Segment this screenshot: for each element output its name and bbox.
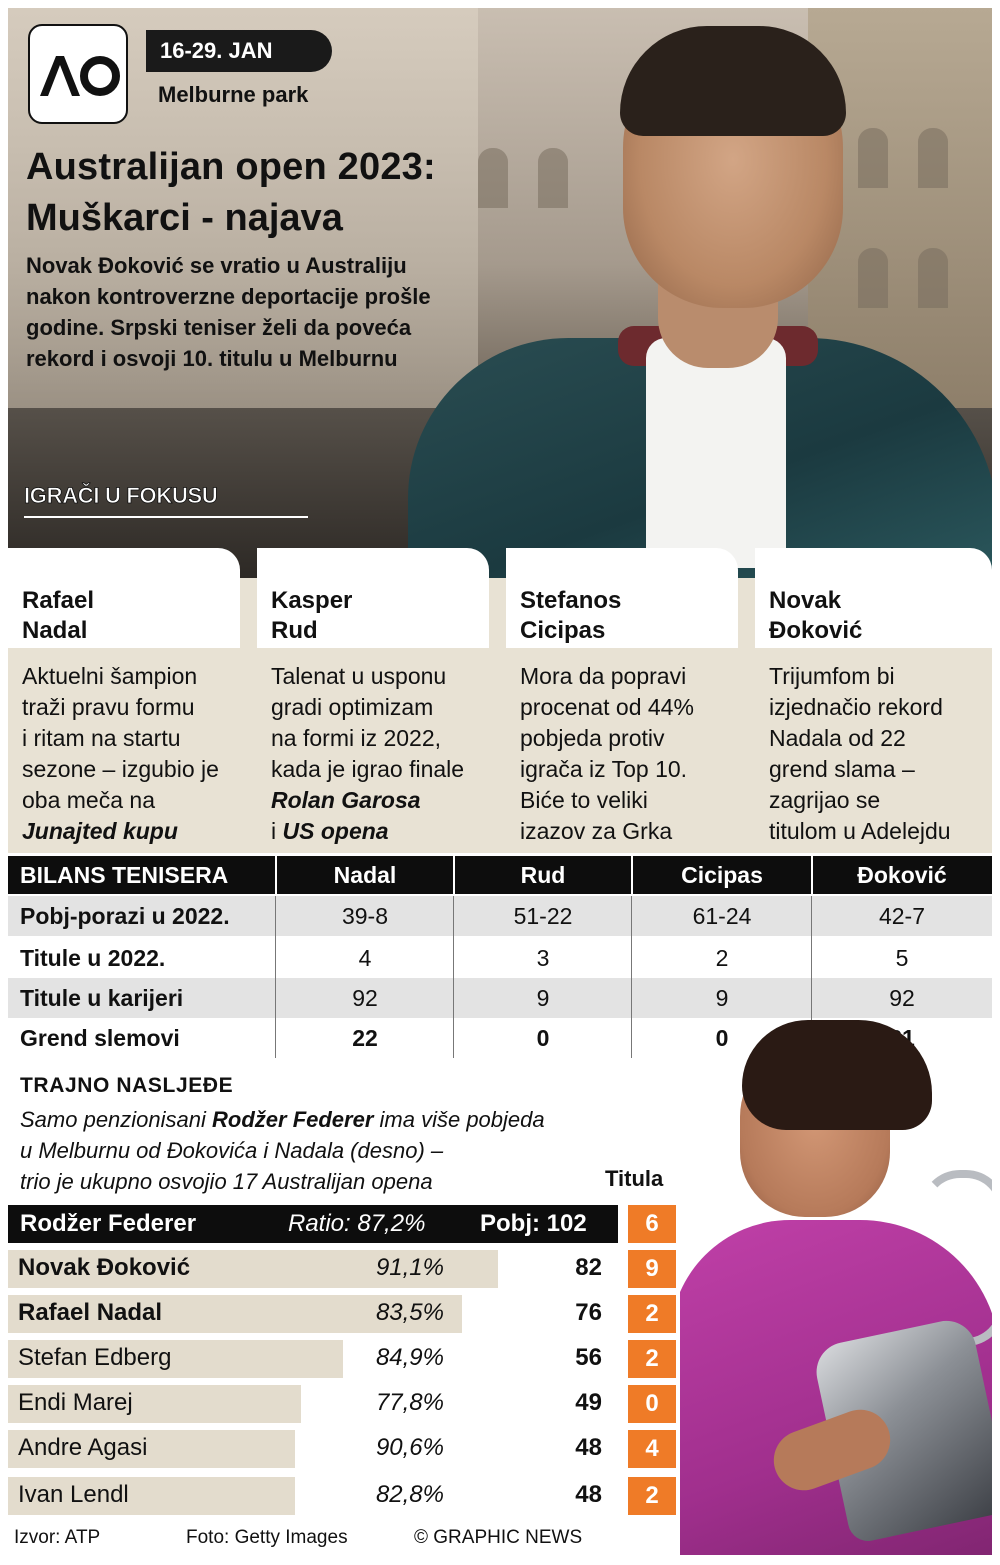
section-heading-legacy: TRAJNO NASLJEĐE: [20, 1074, 234, 1097]
win-bar: [8, 1430, 295, 1468]
page-subtitle: Muškarci - najava: [26, 197, 343, 239]
stats-cell: 0: [715, 1025, 729, 1051]
win-ratio: 82,8%: [375, 1481, 444, 1508]
source-note: Izvor: ATP: [14, 1527, 101, 1548]
titles-badge: 9: [628, 1250, 676, 1288]
player-description: Aktuelni šampion traži pravu formu i rit…: [22, 663, 219, 844]
legacy-description: Samo penzionisani Rodžer Federer ima viš…: [20, 1107, 545, 1194]
stats-cell: 5: [895, 945, 909, 971]
win-bar: [8, 1295, 462, 1333]
win-count: 56: [575, 1344, 602, 1371]
win-bar: [8, 1385, 301, 1423]
stats-cell: 2: [715, 945, 729, 971]
intro-text: Novak Đoković se vratio u Australiju nak…: [26, 253, 431, 371]
stats-row-label: Pobj-porazi u 2022.: [20, 903, 230, 929]
win-ratio: 90,6%: [375, 1434, 444, 1461]
stats-cell: 42-7: [878, 903, 926, 929]
stats-header-label: BILANS TENISERA: [20, 862, 229, 888]
player-description: Talenat u usponu gradi optimizam na form…: [271, 663, 465, 844]
player-description: Mora da popravi procenat od 44% pobjeda …: [520, 663, 694, 844]
win-bar: [8, 1250, 498, 1288]
win-ratio: 77,8%: [375, 1389, 444, 1416]
nadal-photo: [680, 1010, 992, 1555]
stats-column-header: Nadal: [333, 862, 397, 888]
player-name: Rafael Nadal: [18, 1299, 163, 1326]
section-label-focus: IGRAČI U FOKUSU: [24, 483, 219, 509]
player-name: Stefanos Cicipas: [520, 587, 622, 644]
stats-cell: 0: [536, 1025, 550, 1051]
player-name: Novak Đoković: [18, 1254, 191, 1281]
stats-cell: 51-22: [513, 903, 573, 929]
leader-name: Rodžer Federer: [20, 1210, 197, 1237]
stats-column-header: Rud: [520, 862, 566, 888]
stats-header: [8, 856, 992, 894]
win-ratio: 83,5%: [375, 1299, 444, 1326]
stats-cell: 4: [358, 945, 372, 971]
leader-row: [8, 1205, 618, 1243]
stats-row-label: Titule u karijeri: [20, 985, 184, 1011]
stats-column-header: Cicipas: [681, 862, 763, 888]
player-name: Stefan Edberg: [18, 1344, 172, 1371]
agency-credit: © GRAPHIC NEWS: [414, 1527, 583, 1548]
leader-ratio: Ratio: 87,2%: [288, 1210, 426, 1237]
player-card-rud: [257, 548, 489, 648]
stats-row-label: Titule u 2022.: [20, 945, 166, 971]
stats-cell: 3: [536, 945, 550, 971]
titles-badge: 6: [628, 1205, 676, 1243]
win-count: 49: [575, 1389, 602, 1416]
titles-badge: 2: [628, 1295, 676, 1333]
stats-row: [8, 896, 992, 936]
stats-cell: 61-24: [692, 903, 752, 929]
divider: [24, 516, 308, 518]
stats-row: [8, 938, 992, 978]
event-venue: Melburne park: [158, 82, 309, 107]
ao-logo: [28, 24, 128, 124]
stats-cell: 22: [352, 1025, 378, 1051]
player-name: Ivan Lendl: [18, 1481, 129, 1508]
win-count: 48: [575, 1434, 602, 1461]
win-bar: [8, 1340, 343, 1378]
player-name: Andre Agasi: [18, 1434, 148, 1461]
stats-cell: 92: [889, 985, 915, 1011]
page-title: Australijan open 2023:: [26, 146, 436, 188]
win-ratio: 91,1%: [375, 1254, 444, 1281]
stats-cell: 9: [536, 985, 550, 1011]
stats-cell: 9: [715, 985, 729, 1011]
player-name: Novak Đoković: [769, 587, 863, 644]
event-dates: 16-29. JAN: [146, 30, 332, 72]
stats-cell: 39-8: [341, 903, 389, 929]
stats-cell: 92: [352, 985, 378, 1011]
win-bar: [8, 1477, 295, 1515]
stats-row-label: Grend slemovi: [20, 1025, 180, 1051]
titles-badge: 2: [628, 1477, 676, 1515]
titles-badge: 0: [628, 1385, 676, 1423]
player-name: Endi Marej: [18, 1389, 133, 1416]
player-name: Rafael Nadal: [22, 587, 95, 644]
player-card-cicipas: [506, 548, 738, 648]
hero-photo: [8, 8, 992, 578]
player-name: Kasper Rud: [271, 587, 353, 644]
win-count: 48: [575, 1481, 602, 1508]
player-card-nadal: [8, 548, 240, 648]
photo-credit: Foto: Getty Images: [186, 1527, 348, 1548]
win-count: 76: [575, 1299, 602, 1326]
stats-row: [8, 978, 992, 1018]
player-card-djokovic: [755, 548, 992, 648]
stats-column-header: Đoković: [857, 862, 947, 888]
titles-column-header: Titula: [605, 1166, 664, 1191]
titles-badge: 2: [628, 1340, 676, 1378]
leader-wins: Pobj: 102: [480, 1210, 587, 1237]
win-ratio: 84,9%: [375, 1344, 444, 1371]
titles-badge: 4: [628, 1430, 676, 1468]
win-count: 82: [575, 1254, 602, 1281]
player-description: Trijumfom bi izjednačio rekord Nadala od…: [769, 663, 951, 844]
